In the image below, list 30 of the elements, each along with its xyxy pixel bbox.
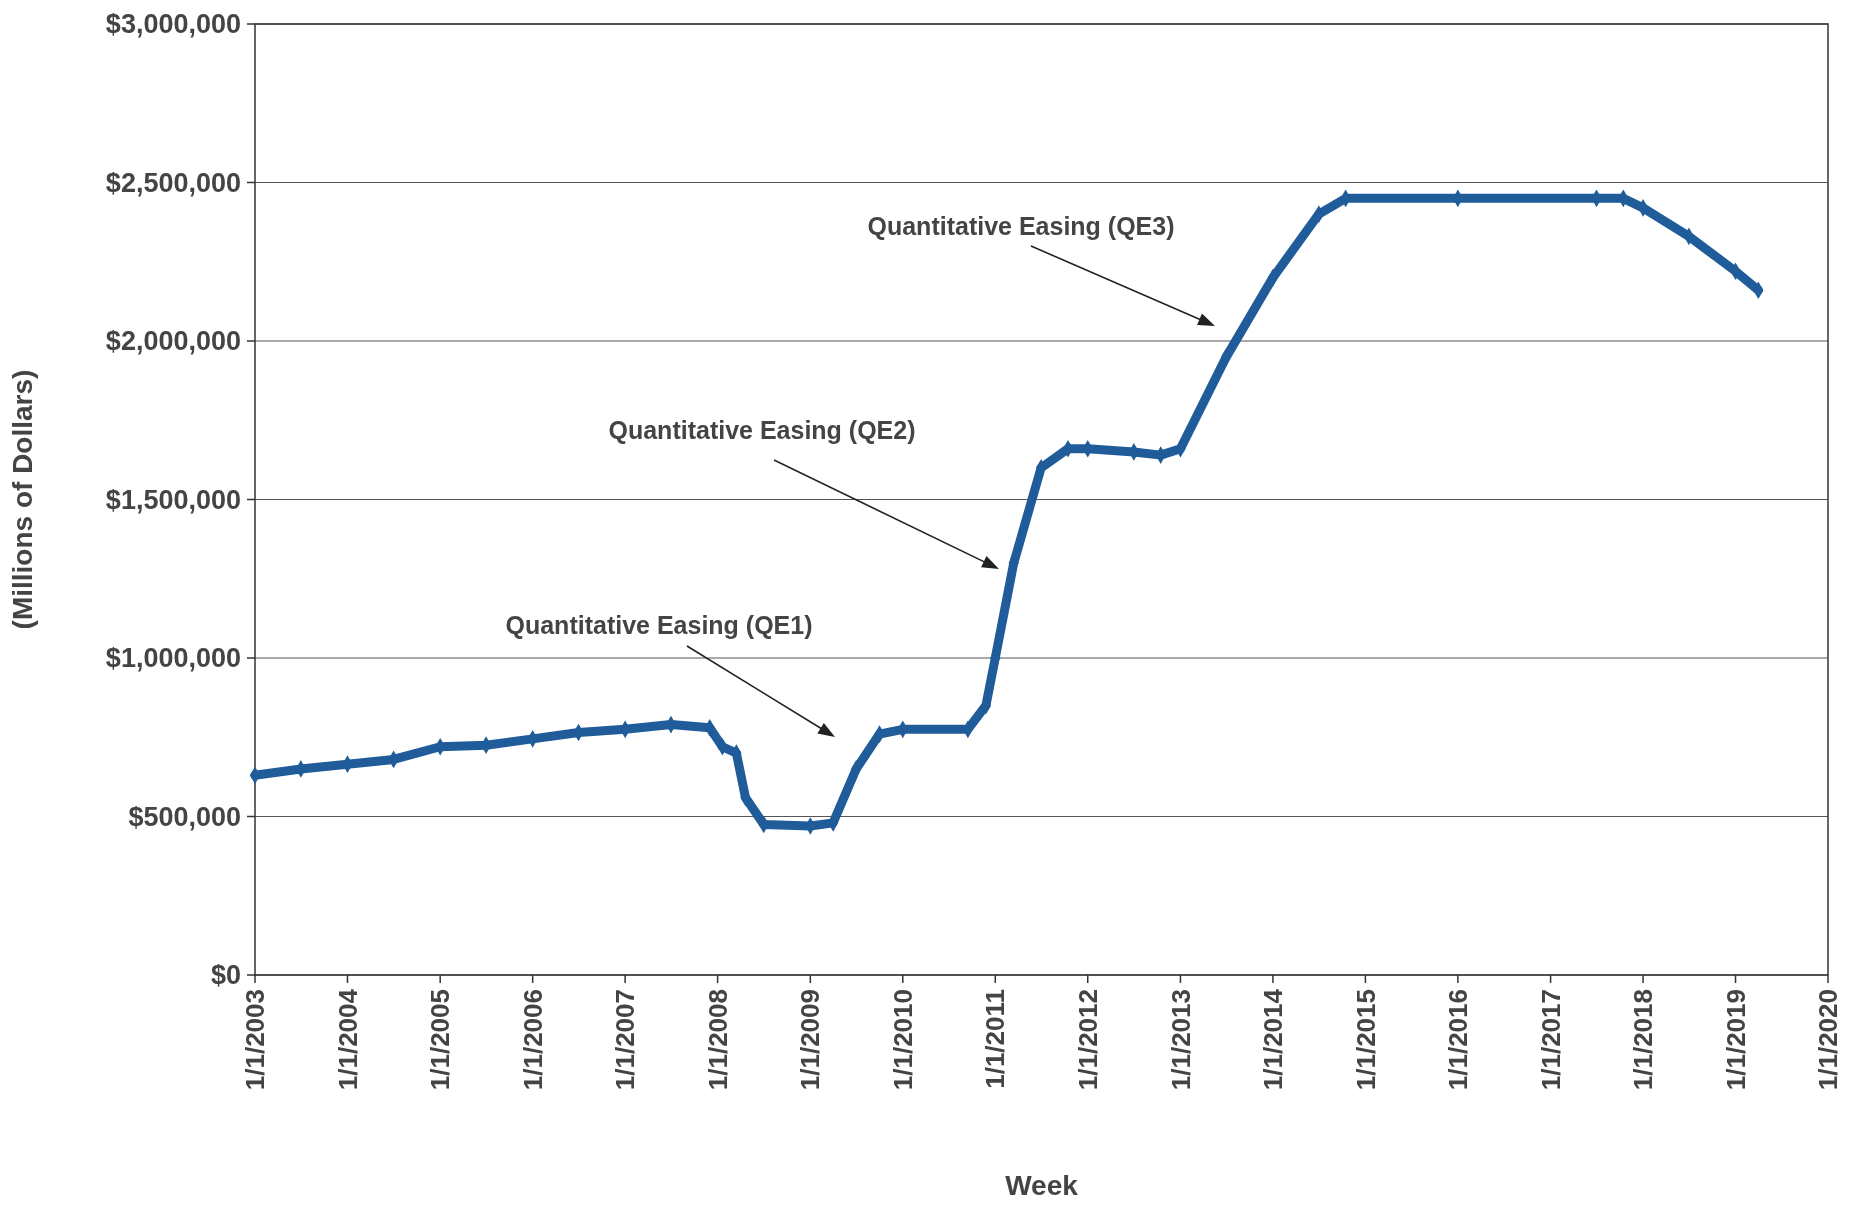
- x-tick-label: 1/1/2003: [240, 989, 271, 1091]
- x-tick-label: 1/1/2018: [1628, 989, 1659, 1091]
- x-tick-label: 1/1/2020: [1813, 989, 1844, 1091]
- x-tick-label: 1/1/2007: [610, 989, 641, 1091]
- x-tick-label: 1/1/2013: [1165, 989, 1196, 1091]
- y-tick-label: $500,000: [128, 801, 241, 832]
- y-tick-label: $3,000,000: [105, 9, 241, 40]
- x-tick-label: 1/1/2008: [702, 989, 733, 1091]
- y-axis-title: (Millions of Dollars): [7, 369, 38, 630]
- x-tick-label: 1/1/2017: [1535, 989, 1566, 1091]
- y-tick-label: $1,000,000: [105, 643, 241, 674]
- y-tick-label: $2,500,000: [105, 167, 241, 198]
- y-tick-label: $1,500,000: [105, 484, 241, 515]
- x-axis-title: Week: [1005, 1170, 1079, 1201]
- x-tick-label: 1/1/2011: [980, 989, 1011, 1089]
- y-tick-label: $0: [210, 960, 241, 991]
- x-tick-label: 1/1/2014: [1258, 988, 1289, 1091]
- annotation: Quantitative Easing (QE3): [867, 212, 1175, 240]
- annotation: Quantitative Easing (QE1): [505, 611, 813, 639]
- x-tick-label: 1/1/2010: [887, 989, 918, 1091]
- y-tick-label: $2,000,000: [105, 326, 241, 357]
- x-tick-label: 1/1/2019: [1720, 989, 1751, 1091]
- x-tick-label: 1/1/2005: [425, 989, 456, 1091]
- x-tick-label: 1/1/2012: [1072, 989, 1103, 1091]
- x-tick-label: 1/1/2016: [1442, 989, 1473, 1091]
- x-tick-label: 1/1/2009: [795, 989, 826, 1091]
- x-tick-label: 1/1/2015: [1350, 989, 1381, 1091]
- x-tick-label: 1/1/2004: [332, 988, 363, 1091]
- annotation: Quantitative Easing (QE2): [608, 416, 916, 444]
- x-tick-label: 1/1/2006: [517, 989, 548, 1091]
